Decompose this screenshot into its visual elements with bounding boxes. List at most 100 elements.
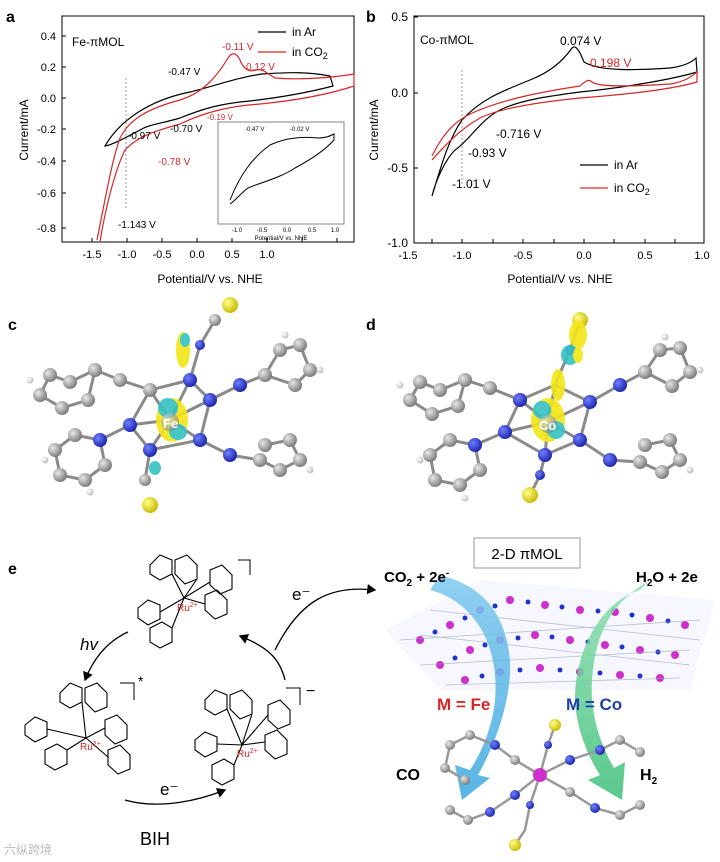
ytick: 0.0 <box>391 86 408 100</box>
panel-b-tickmarks <box>414 16 676 244</box>
annotation: -0.716 V <box>496 127 541 141</box>
panel-a-label: a <box>6 9 15 26</box>
excited-star: * <box>138 673 144 689</box>
inset-annotation: -0.02 V <box>290 127 309 133</box>
annotation: -0.97 V <box>128 131 161 142</box>
panel-b-yticks: 0.5 0.0 -0.5 -1.0 <box>387 10 408 250</box>
panel-d: d <box>366 312 704 503</box>
panel-a-legend-co2: in CO2 <box>292 45 328 61</box>
annotation: 0.074 V <box>560 34 601 48</box>
arrow-transfer <box>274 583 377 651</box>
bracket-top <box>238 559 251 575</box>
inset-xtick: 0.5 <box>308 228 317 234</box>
h2o-reactant: H2O + 2e <box>636 569 698 589</box>
panel-b-label: b <box>366 9 376 26</box>
annotation: -0.78 V <box>158 157 191 168</box>
ytick: -0.5 <box>387 161 408 175</box>
panel-b-frame <box>413 15 705 244</box>
annotation: 0.198 V <box>590 56 631 70</box>
watermark: 六纵跨境 <box>4 843 53 857</box>
xtick: -1.0 <box>453 250 472 262</box>
panel-a-legend-ar: in Ar <box>292 25 316 39</box>
e-top: e⁻ <box>292 585 310 604</box>
ru-complex-top <box>137 554 233 649</box>
mol-title: 2-D πMOL <box>491 546 562 563</box>
inset-xtick: 1.0 <box>331 228 340 234</box>
bracket-left <box>120 682 135 700</box>
xtick: 0.5 <box>224 249 239 261</box>
co2-reactant: CO2 + 2e- <box>384 568 449 589</box>
ytick: -0.4 <box>37 156 56 168</box>
annotation: 0.12 V <box>246 62 275 73</box>
annotation: -0.93 V <box>468 146 507 160</box>
panel-b-legend-ar: in Ar <box>614 158 638 172</box>
mol-sheet <box>385 580 715 690</box>
xtick: -0.5 <box>514 250 533 262</box>
panel-a-tickmarks <box>62 35 338 242</box>
panel-a-xticks: -1.5 -1.0 -0.5 0.0 0.5 1.0 <box>83 249 275 261</box>
ru-left-label: Ru2+ <box>80 741 101 753</box>
ytick: -0.8 <box>37 223 56 235</box>
panel-b-title: Co-πMOL <box>420 33 474 47</box>
panel-c-label: c <box>8 317 17 334</box>
mol-title-box <box>473 537 581 569</box>
ytick: -0.6 <box>37 188 56 200</box>
arrow-hv <box>83 631 129 682</box>
panel-b-xticks: -1.5 -1.0 -0.5 0.0 0.5 1.0 <box>399 250 710 262</box>
panel-d-label: d <box>366 317 376 334</box>
panel-b-ar-curve <box>431 46 698 197</box>
panel-b: b Co-πMOL 0.5 0.0 -0.5 -1.0 -1.5 -1.0 -0… <box>366 9 710 286</box>
panel-c-atoms <box>26 297 324 513</box>
panel-a-yticks: 0.4 0.2 0.0 -0.2 -0.4 -0.6 -0.8 <box>37 31 56 235</box>
panel-a-title: Fe-πMOL <box>72 35 125 49</box>
xtick: 1.0 <box>694 250 709 262</box>
panel-a-ylabel: Current/mA <box>17 99 31 160</box>
green-arrow-h2o <box>575 580 650 800</box>
xtick: 1.0 <box>259 249 274 261</box>
inset-annotation: -0.47 V <box>245 127 264 133</box>
e-bottom: e⁻ <box>160 780 178 799</box>
annotation: -1.143 V <box>118 220 156 231</box>
ru-right-label: Ru2+ <box>237 748 258 760</box>
m-fe-label: M = Fe <box>437 695 490 714</box>
panel-a-inset: -0.47 V -0.02 V -1.0 -0.5 0.0 0.5 1.0 Po… <box>217 121 345 242</box>
ytick: 0.0 <box>41 93 56 105</box>
panel-a-annotations: -0.11 V 0.12 V -0.47 V -0.19 V -0.97 V -… <box>118 42 275 231</box>
panel-b-annotations: 0.074 V 0.198 V -0.716 V -0.93 V -1.01 V <box>452 34 631 191</box>
ytick: -0.2 <box>37 124 56 136</box>
reduced-minus: − <box>306 683 315 700</box>
xtick: 0.0 <box>576 250 591 262</box>
ru-complex-left <box>24 682 131 775</box>
panel-a-ar-curve <box>103 72 334 147</box>
ru-top-label: Ru2+ <box>177 602 198 614</box>
panel-b-xlabel: Potential/V vs. NHE <box>507 272 612 286</box>
xtick: -0.5 <box>153 249 172 261</box>
annotation: -1.01 V <box>452 177 491 191</box>
panel-a-co2-curve <box>96 53 355 243</box>
panel-c-metal: Fe <box>163 416 178 431</box>
xtick: 0.5 <box>637 250 652 262</box>
panel-b-ylabel: Current/mA <box>367 99 381 160</box>
ytick: 0.5 <box>391 10 408 24</box>
m-co-label: M = Co <box>566 695 622 714</box>
xtick: -1.0 <box>118 249 137 261</box>
hv-label: hv <box>80 635 99 654</box>
panel-d-metal: Co <box>539 418 556 433</box>
panel-a-xlabel: Potential/V vs. NHE <box>157 272 262 286</box>
xtick: -1.5 <box>399 250 418 262</box>
panel-d-atoms <box>396 312 704 503</box>
annotation: -0.19 V <box>207 113 233 122</box>
panel-a: a Fe-πMOL 0.4 0.2 0.0 -0.2 -0.4 -0.6 -0.… <box>6 9 355 286</box>
xtick: -1.5 <box>83 249 102 261</box>
arrow-bottom <box>124 788 227 805</box>
panel-b-co2-curve <box>431 70 698 161</box>
ru-complex-right <box>194 689 291 786</box>
annotation: -0.70 V <box>170 124 203 135</box>
bracket-right <box>286 687 301 705</box>
ytick: 0.4 <box>41 31 56 43</box>
xtick: 0.0 <box>189 249 204 261</box>
inset-xtick: -1.0 <box>232 228 243 234</box>
arrow-right <box>238 634 286 681</box>
panel-c: c <box>8 297 324 513</box>
